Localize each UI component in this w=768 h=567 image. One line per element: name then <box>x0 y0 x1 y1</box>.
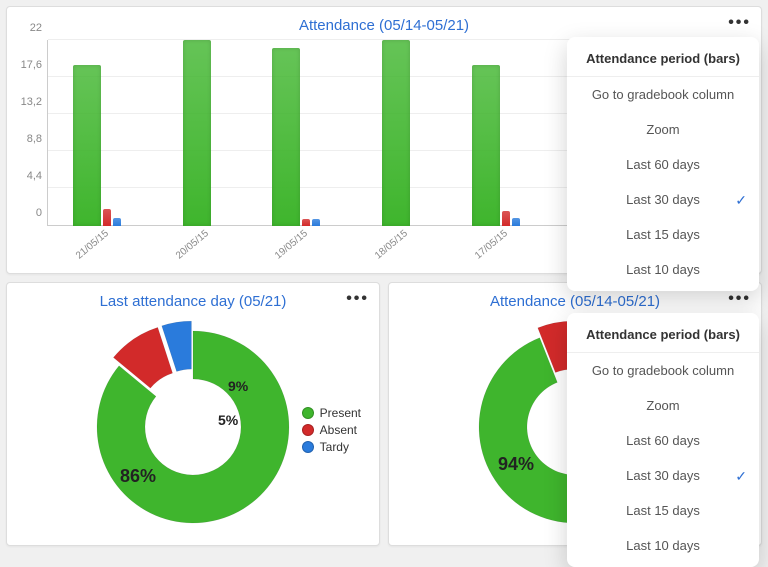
last-day-card: Last attendance day (05/21) ••• 86%9%5% … <box>6 282 380 546</box>
bar-absent[interactable] <box>502 211 510 226</box>
legend-item: Absent <box>302 423 361 437</box>
menu-item[interactable]: Last 10 days <box>567 252 759 287</box>
legend-swatch <box>302 407 314 419</box>
menu-item[interactable]: Last 60 days <box>567 147 759 182</box>
attendance-donut-title[interactable]: Attendance (05/14-05/21) <box>399 289 751 316</box>
menu-header: Attendance period (bars) <box>567 41 759 77</box>
attendance-bar-card: Attendance (05/14-05/21) ••• 04,48,813,2… <box>6 6 762 274</box>
donut-left: 86% 9% 5% <box>78 316 308 526</box>
legend-item: Present <box>302 406 361 420</box>
period-menu-bottom: Attendance period (bars) Go to gradebook… <box>567 313 759 567</box>
menu-item[interactable]: Zoom <box>567 388 759 423</box>
y-tick-label: 13,2 <box>21 96 48 108</box>
y-tick-label: 17,6 <box>21 59 48 71</box>
legend-swatch <box>302 441 314 453</box>
attendance-bar-title[interactable]: Attendance (05/14-05/21) <box>17 13 751 40</box>
bar-present[interactable] <box>73 65 101 226</box>
bar-group: 20/05/15 <box>147 40 247 226</box>
x-tick-label: 21/05/15 <box>74 228 111 261</box>
more-icon[interactable]: ••• <box>728 291 751 307</box>
legend: Present Absent Tardy <box>302 403 361 457</box>
slice-label-present: 94% <box>498 454 534 475</box>
bar-absent[interactable] <box>103 209 111 226</box>
bar-tardy[interactable] <box>113 218 121 226</box>
bar-present[interactable] <box>472 65 500 226</box>
y-tick-label: 4,4 <box>27 170 48 182</box>
bar-present[interactable] <box>272 48 300 226</box>
x-tick-label: 17/05/15 <box>473 228 510 261</box>
legend-label: Absent <box>320 423 357 437</box>
x-tick-label: 20/05/15 <box>174 228 211 261</box>
check-icon: ✓ <box>735 192 747 209</box>
slice-label-present: 86% <box>120 466 156 487</box>
menu-item[interactable]: Last 30 days✓ <box>567 458 759 493</box>
menu-item[interactable]: Last 15 days <box>567 217 759 252</box>
bar-tardy[interactable] <box>512 218 520 226</box>
bar-absent[interactable] <box>302 219 310 226</box>
legend-swatch <box>302 424 314 436</box>
check-icon: ✓ <box>735 468 747 485</box>
slice-label-tardy: 5% <box>218 412 238 428</box>
y-tick-label: 8,8 <box>27 133 48 145</box>
last-day-title[interactable]: Last attendance day (05/21) <box>17 289 369 316</box>
bar-group: 21/05/15 <box>47 40 147 226</box>
legend-label: Tardy <box>320 440 349 454</box>
menu-item[interactable]: Go to gradebook column <box>567 353 759 388</box>
bar-group: 18/05/15 <box>346 40 446 226</box>
y-tick-label: 22 <box>30 22 48 34</box>
period-menu-top: Attendance period (bars) Go to gradebook… <box>567 37 759 291</box>
menu-header: Attendance period (bars) <box>567 317 759 353</box>
menu-item[interactable]: Last 60 days <box>567 423 759 458</box>
bar-present[interactable] <box>183 40 211 226</box>
legend-item: Tardy <box>302 440 361 454</box>
attendance-donut-card: Attendance (05/14-05/21) ••• 94% Attenda… <box>388 282 762 546</box>
menu-item[interactable]: Last 30 days✓ <box>567 182 759 217</box>
x-tick-label: 19/05/15 <box>273 228 310 261</box>
more-icon[interactable]: ••• <box>346 291 369 307</box>
menu-item[interactable]: Go to gradebook column <box>567 77 759 112</box>
bar-group: 19/05/15 <box>246 40 346 226</box>
slice-label-absent: 9% <box>228 378 248 394</box>
x-tick-label: 18/05/15 <box>373 228 410 261</box>
more-icon[interactable]: ••• <box>728 15 751 31</box>
bar-group: 17/05/15 <box>446 40 546 226</box>
menu-item[interactable]: Zoom <box>567 112 759 147</box>
legend-label: Present <box>320 406 361 420</box>
bar-tardy[interactable] <box>312 219 320 226</box>
bar-present[interactable] <box>382 40 410 226</box>
menu-item[interactable]: Last 15 days <box>567 493 759 528</box>
menu-item[interactable]: Last 10 days <box>567 528 759 563</box>
